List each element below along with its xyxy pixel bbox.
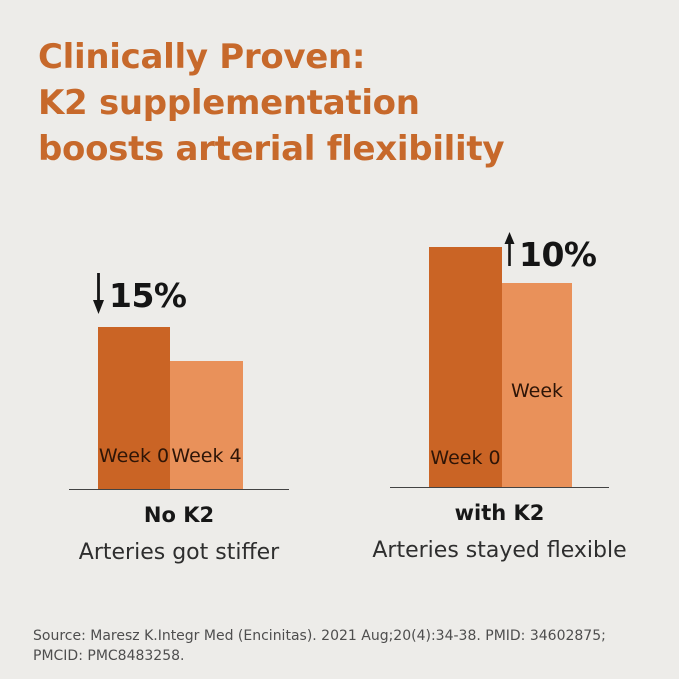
bar-label: Week [510, 379, 564, 402]
title-line-2: K2 supplementation [38, 83, 420, 123]
axis-baseline [390, 486, 609, 488]
group-caption-no-k2: Arteries got stiffer [78, 540, 280, 565]
increase-annotation: 10% [503, 232, 597, 271]
annotation-value: 15% [109, 276, 187, 315]
bar-label: Week 0 [98, 444, 170, 467]
chart-group-no-k2: 15% Week 0 Week 4 No K2 Arteries got sti… [69, 270, 289, 565]
decrease-annotation: 15% [91, 272, 187, 315]
source-line-2: PMCID: PMC8483258. [33, 648, 185, 664]
bar-no-k2-week0: Week 0 [98, 326, 170, 489]
axis-baseline [69, 488, 289, 490]
bar-plot-no-k2: 15% Week 0 Week 4 [69, 270, 289, 490]
bar-label: Week 0 [430, 446, 501, 469]
group-footer: with K2 Arteries stayed flexible [372, 488, 626, 563]
group-caption-with-k2: Arteries stayed flexible [372, 538, 627, 563]
annotation-value: 10% [519, 235, 597, 274]
bar-plot-with-k2: 10% Week 0 Week [390, 226, 609, 488]
down-arrow-icon [93, 273, 104, 314]
bar-no-k2-week4: Week 4 [170, 360, 243, 489]
up-arrow-icon [504, 232, 515, 266]
bar-with-k2-week4: Week [502, 282, 572, 487]
chart-group-with-k2: 10% Week 0 Week with K2 Arteries stayed … [372, 226, 627, 563]
bar-label: Week 4 [171, 444, 242, 467]
group-label-no-k2: No K2 [143, 503, 215, 527]
title-line-1: Clinically Proven: [38, 37, 366, 77]
source-line-1: Source: Maresz K.Integr Med (Encinitas).… [33, 628, 606, 644]
page-title: Clinically Proven: K2 supplementation bo… [38, 34, 505, 172]
group-label-with-k2: with K2 [454, 501, 545, 525]
title-line-3: boosts arterial flexibility [38, 129, 505, 169]
group-footer: No K2 Arteries got stiffer [69, 490, 289, 565]
source-citation: Source: Maresz K.Integr Med (Encinitas).… [33, 626, 606, 666]
bar-with-k2-week0: Week 0 [429, 246, 502, 487]
